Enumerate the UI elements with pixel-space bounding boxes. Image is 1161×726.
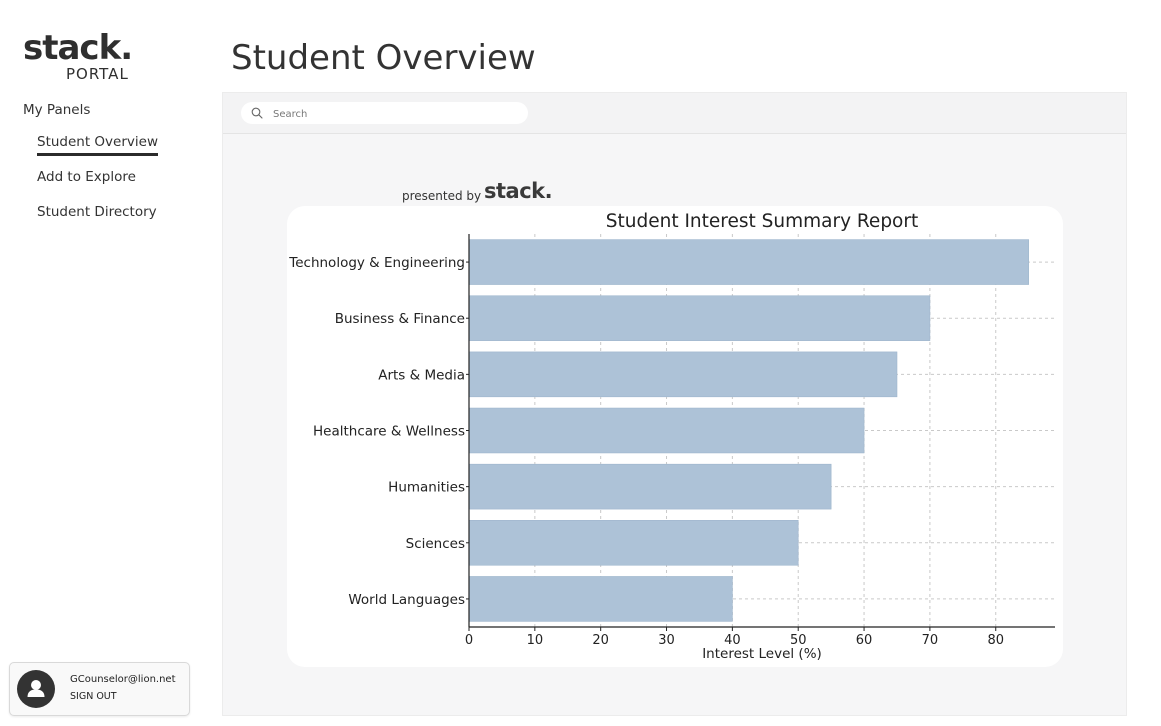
x-tick-label: 40	[724, 633, 741, 648]
sidebar-item-add-to-explore[interactable]: Add to Explore	[37, 169, 136, 185]
main-panel: presented by stack. Technology & Enginee…	[222, 92, 1127, 716]
panels-heading: My Panels	[23, 102, 91, 118]
interest-bar-chart: Technology & Engineering Business & Finan…	[288, 211, 1055, 662]
x-tick-label: 70	[922, 633, 939, 648]
x-tick-label: 60	[856, 633, 873, 648]
user-card: GCounselor@lion.net SIGN OUT	[9, 662, 190, 716]
y-tick-label: Humanities	[388, 480, 465, 496]
user-icon	[17, 670, 55, 708]
logo-subtitle: PORTAL	[66, 65, 129, 83]
x-tick-label: 50	[790, 633, 807, 648]
search-box[interactable]	[241, 102, 528, 124]
logo-wordmark: stack.	[23, 28, 133, 68]
user-email: GCounselor@lion.net	[70, 674, 176, 685]
bar	[468, 295, 931, 341]
bar	[468, 576, 733, 622]
bar	[468, 239, 1029, 285]
y-tick-label: Business & Finance	[335, 311, 465, 327]
sign-out-link[interactable]: SIGN OUT	[70, 691, 117, 702]
x-tick-label: 10	[527, 633, 544, 648]
search-icon	[251, 107, 263, 119]
chart-xlabel: Interest Level (%)	[702, 646, 822, 662]
sidebar: stack. PORTAL My Panels Student Overview…	[0, 0, 205, 726]
y-tick-label: World Languages	[348, 592, 465, 608]
sidebar-item-student-overview[interactable]: Student Overview	[37, 134, 158, 156]
sidebar-item-student-directory[interactable]: Student Directory	[37, 204, 157, 220]
stack-portal-logo[interactable]: stack. PORTAL	[23, 28, 135, 88]
y-tick-label: Healthcare & Wellness	[313, 424, 465, 440]
y-tick-label: Sciences	[406, 536, 465, 552]
presented-by-label: presented by	[402, 189, 482, 203]
presented-by-brand: stack.	[484, 179, 553, 203]
bar	[468, 520, 799, 566]
page-title: Student Overview	[231, 38, 536, 78]
bar	[468, 463, 832, 510]
y-tick-label: Arts & Media	[378, 367, 465, 383]
chart-bars	[468, 239, 1029, 622]
bar	[468, 351, 898, 398]
x-tick-label: 30	[658, 633, 675, 648]
x-tick-label: 80	[987, 633, 1004, 648]
chart-card: Technology & Engineering Business & Finan…	[287, 206, 1063, 667]
chart-title: Student Interest Summary Report	[606, 211, 919, 232]
y-tick-label: Technology & Engineering	[288, 255, 465, 271]
search-bar-strip	[223, 93, 1126, 134]
x-tick-label: 0	[465, 633, 473, 648]
chart-axes: Technology & Engineering Business & Finan…	[288, 234, 1055, 648]
search-input[interactable]	[271, 104, 515, 124]
bar	[468, 407, 865, 454]
x-tick-label: 20	[592, 633, 609, 648]
